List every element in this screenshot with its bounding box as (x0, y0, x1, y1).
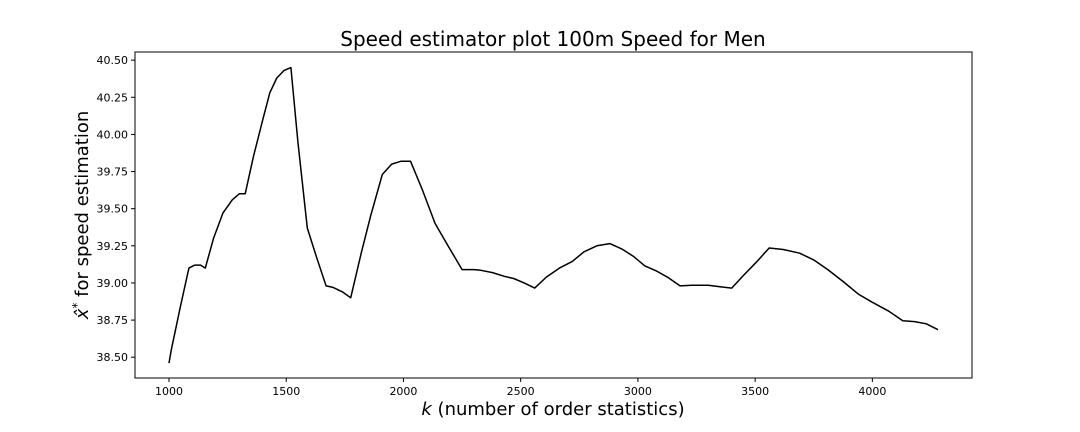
series-layer (168, 66, 939, 364)
y-tick-label: 40.25 (97, 91, 129, 104)
plot-frame (134, 51, 973, 379)
x-axis: 1000 1500 2000 2500 3000 3500 4000 (155, 378, 886, 398)
x-tick-label: 1000 (155, 385, 183, 398)
y-tick-label: 39.25 (97, 240, 129, 253)
x-tick-label: 4000 (858, 385, 886, 398)
x-tick-label: 2500 (507, 385, 535, 398)
y-tick-label: 38.75 (97, 314, 129, 327)
y-tick-label: 38.50 (97, 351, 129, 364)
y-tick-label: 40.00 (97, 128, 129, 141)
y-tick-label: 40.50 (97, 54, 129, 67)
x-tick-label: 2000 (389, 385, 417, 398)
x-axis-label: k (number of order statistics) (421, 399, 684, 420)
chart-title: Speed estimator plot 100m Speed for Men (340, 27, 765, 51)
y-tick-label: 39.00 (97, 277, 129, 290)
x-tick-label: 3500 (741, 385, 769, 398)
y-axis-label: x̂* for speed estimation (70, 111, 93, 321)
x-tick-label: 3000 (624, 385, 652, 398)
x-tick-label: 1500 (272, 385, 300, 398)
y-tick-label: 39.75 (97, 166, 129, 179)
series-line (168, 66, 939, 364)
y-tick-label: 39.50 (97, 203, 129, 216)
y-axis: 38.50 38.75 39.00 39.25 39.50 39.75 40.00 40.25… (97, 54, 135, 364)
